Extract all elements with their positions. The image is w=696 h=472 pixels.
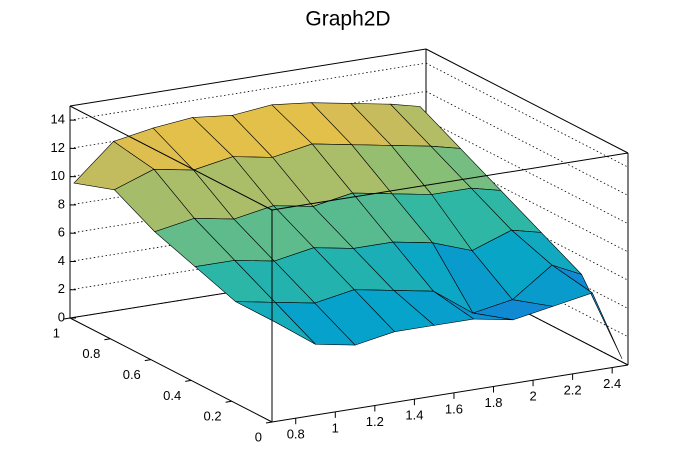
x-tick-label: 0.8 [287,427,305,442]
y-tick [185,379,192,382]
y-tick-label: 0 [255,429,262,444]
x-tick-label: 2.2 [564,382,582,397]
chart-title: Graph2D [305,8,390,31]
box-edge [271,152,629,211]
box-edge [425,48,629,154]
z-tick-label: 6 [58,225,65,240]
x-tick-label: 1.4 [405,408,423,423]
y-axis [69,317,273,423]
x-tick-label: 1 [332,420,339,435]
y-tick [104,338,111,341]
z-tick-label: 10 [51,168,65,183]
surface-cell [235,301,316,345]
y-tick [225,400,232,403]
y-tick-label: 0.4 [163,388,181,403]
y-tick-label: 0.8 [82,346,100,361]
z-tick-label: 0 [58,309,65,324]
y-tick [63,317,71,320]
x-tick-label: 2.4 [603,376,621,391]
z-tick-label: 12 [51,140,65,155]
x-tick-label: 2 [529,389,536,404]
y-tick-label: 1 [53,325,60,340]
grid-line [425,204,629,309]
box-edge [69,105,273,211]
z-tick-label: 4 [58,253,65,268]
grid-line [425,232,629,338]
grid-line [425,175,629,281]
grid-line [425,147,629,253]
x-axis [271,364,629,423]
box-edge [69,48,427,107]
x-tick-label: 1.8 [484,395,502,410]
y-tick-label: 0.2 [204,409,222,424]
grid-line [425,62,629,168]
grid-line [425,260,629,366]
grid-line [69,62,427,121]
x-tick-label: 1.6 [445,401,463,416]
z-tick-label: 8 [58,196,65,211]
x-tick-label: 1.2 [366,414,384,429]
z-tick-label: 2 [58,281,65,296]
grid-line [425,91,629,196]
grid-line [425,119,629,225]
y-tick-label: 0.6 [123,367,141,382]
y-tick [265,421,273,424]
z-tick-label: 14 [51,112,65,127]
y-tick [144,359,151,362]
